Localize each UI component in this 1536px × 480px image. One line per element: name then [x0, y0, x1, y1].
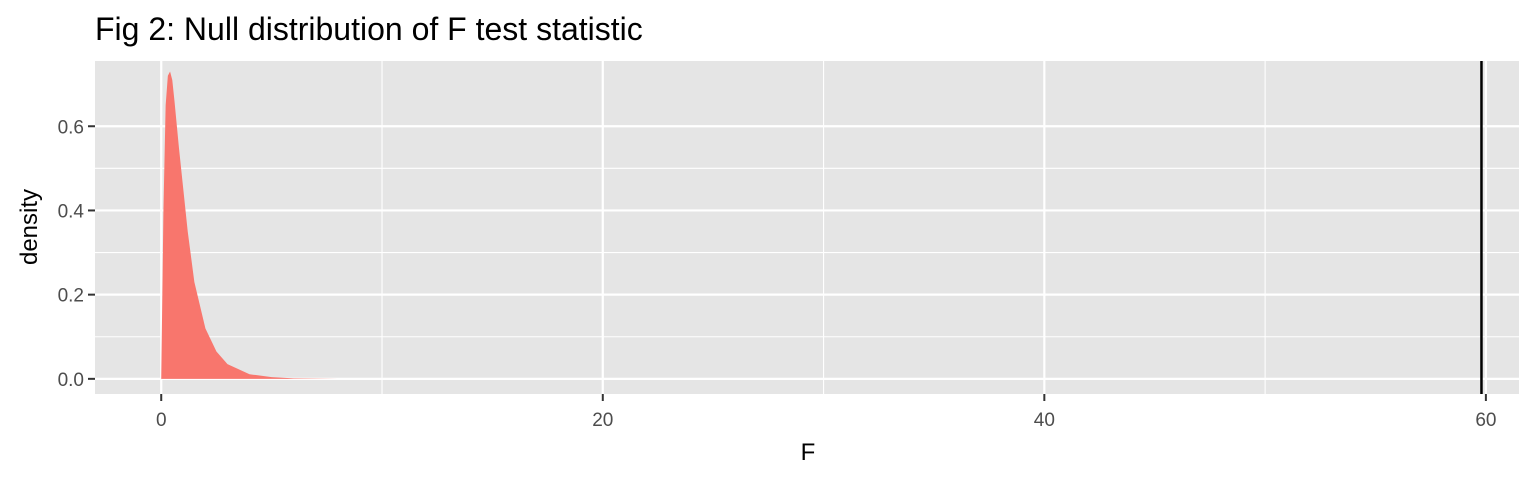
y-tick-label: 0.4: [58, 201, 85, 222]
plot-panel: [95, 61, 1519, 394]
y-axis: 0.0 0.2 0.4 0.6: [58, 117, 95, 391]
x-tick-label: 0: [156, 410, 167, 431]
x-tick-label: 40: [1034, 410, 1055, 431]
x-tick-label: 20: [592, 410, 613, 431]
density-area: [161, 71, 338, 379]
x-tick-label: 60: [1475, 410, 1496, 431]
minor-gridlines: [95, 61, 1519, 394]
x-axis: 0 20 40 60: [156, 394, 1496, 431]
x-axis-title: F: [801, 439, 816, 466]
y-tick-label: 0.2: [58, 286, 84, 307]
chart-title: Fig 2: Null distribution of F test stati…: [95, 11, 643, 47]
y-tick-label: 0.6: [58, 117, 84, 138]
y-axis-title: density: [16, 189, 43, 265]
y-tick-label: 0.0: [58, 370, 84, 391]
